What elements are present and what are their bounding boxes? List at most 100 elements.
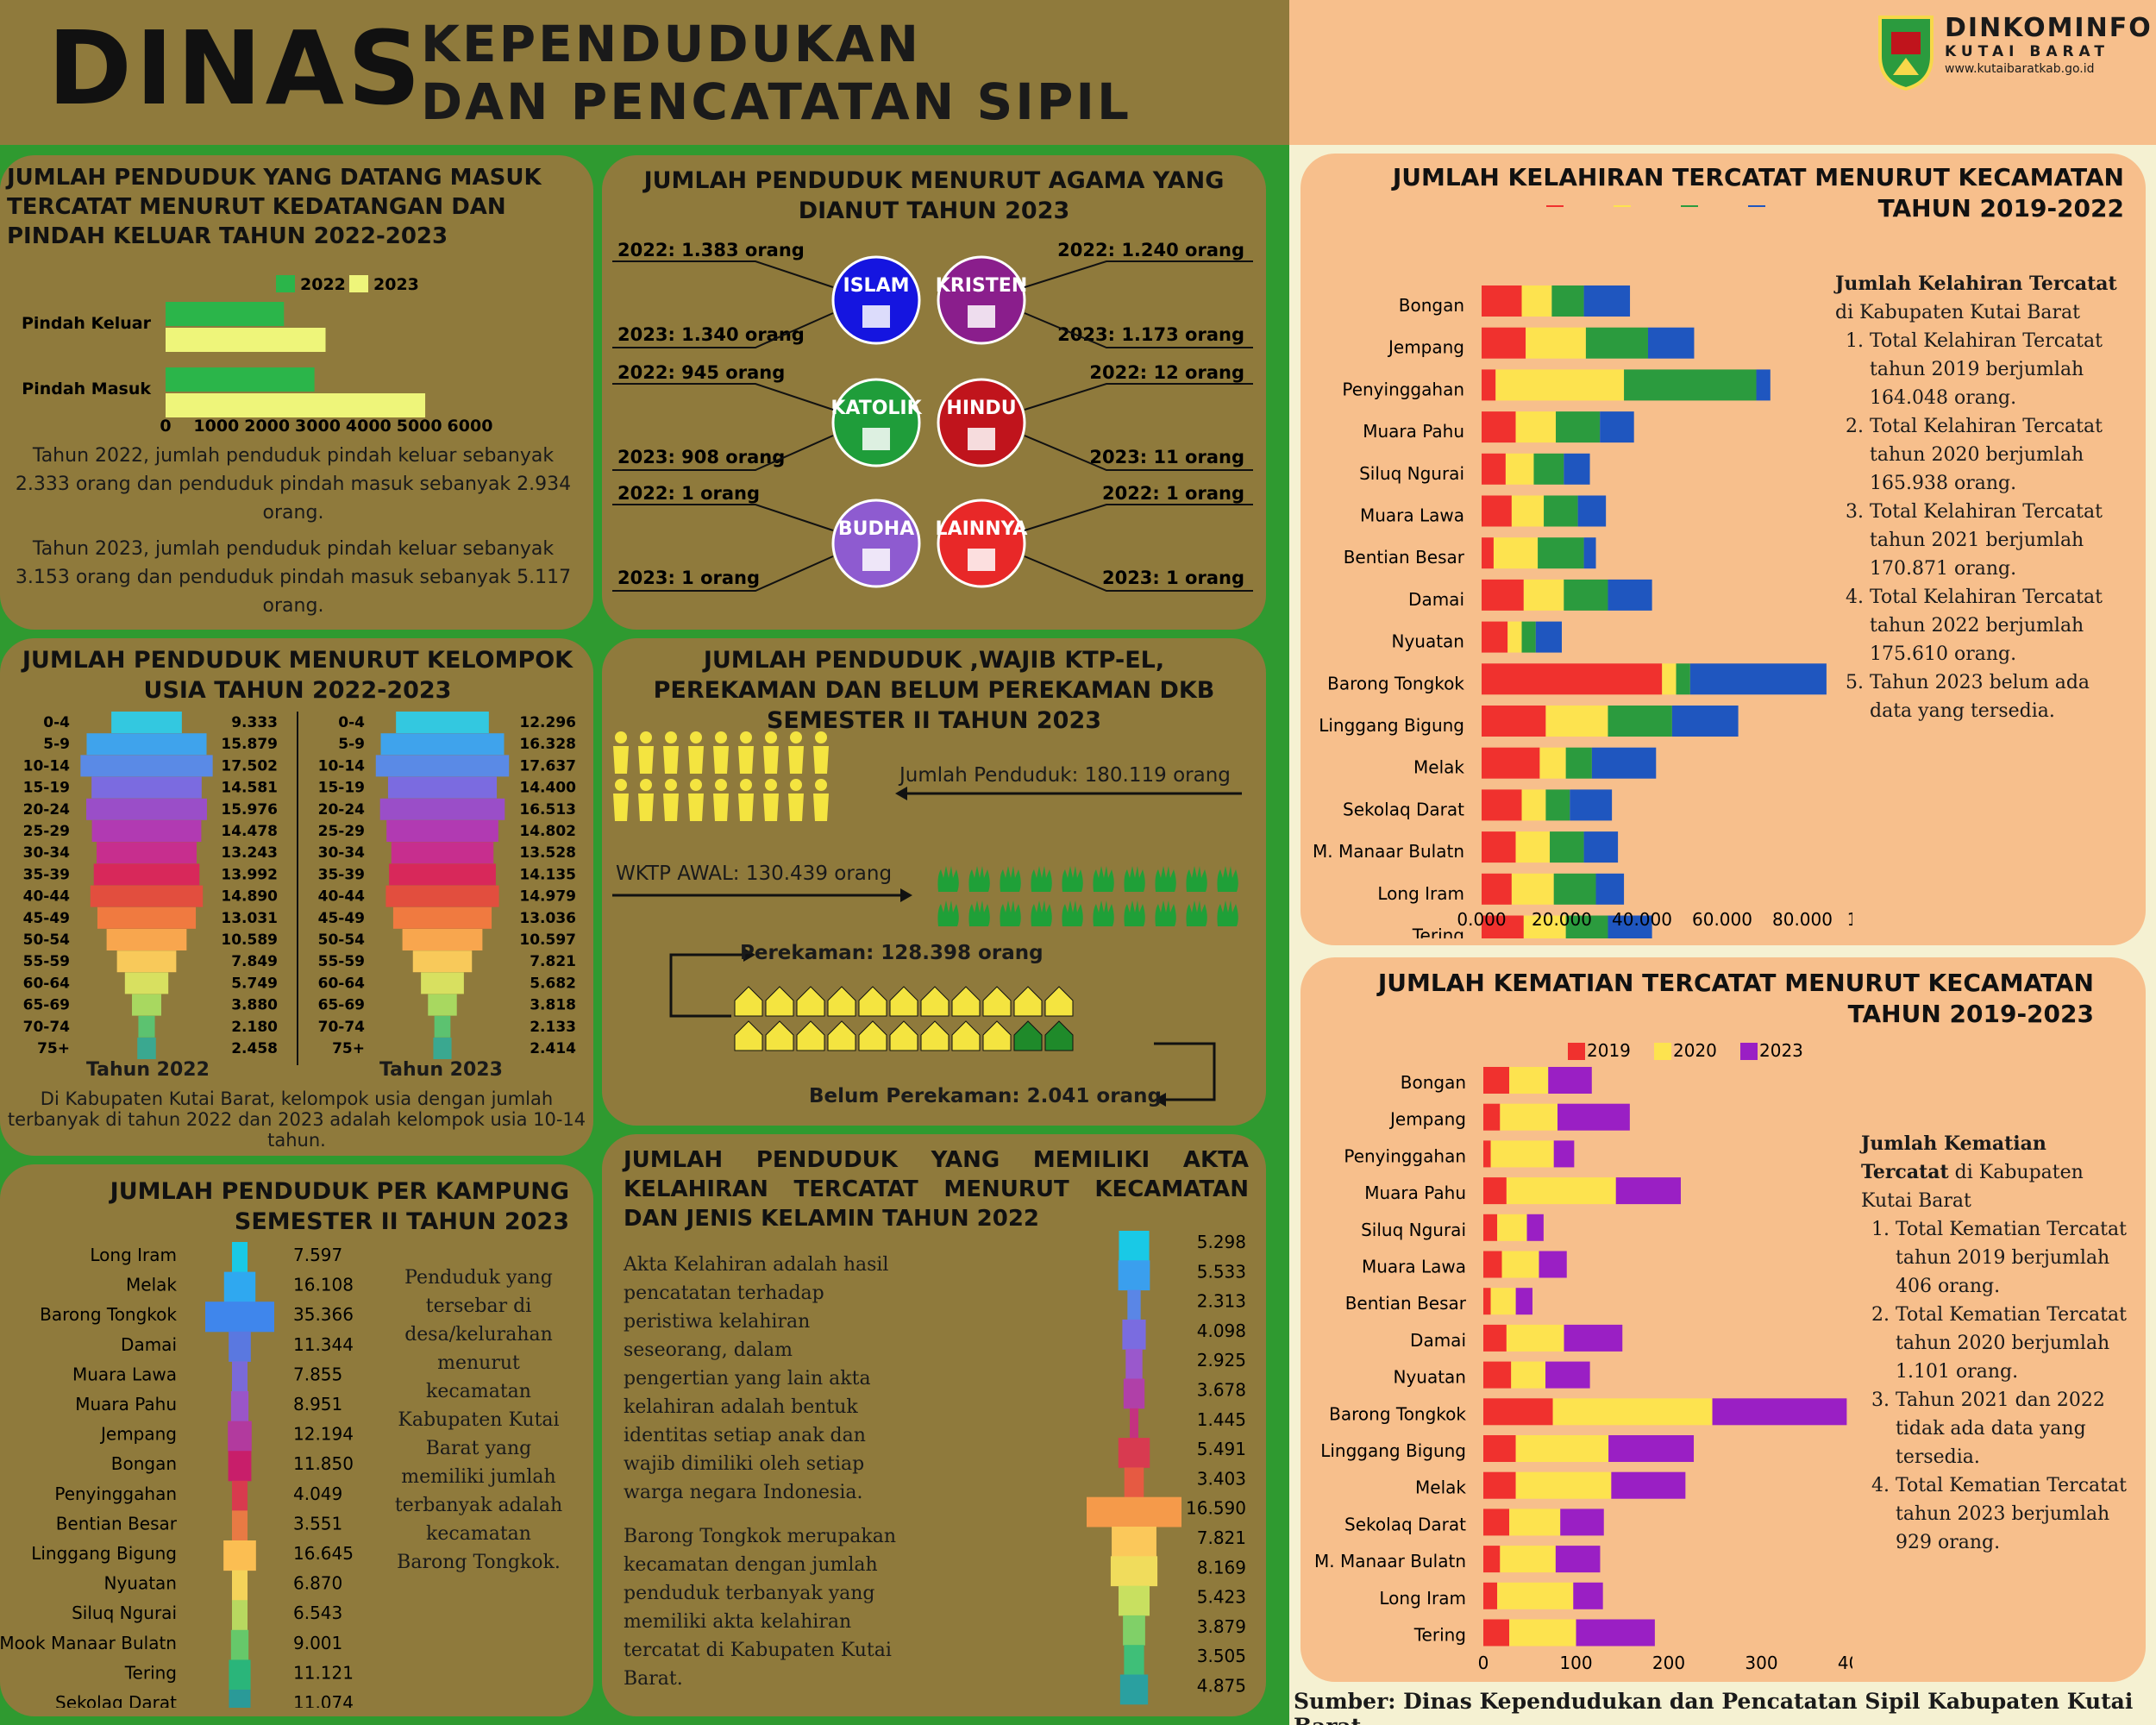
kampung-value-label: 11.074	[293, 1692, 354, 1708]
bar-segment	[1538, 537, 1584, 569]
migration-paragraph-2023: Tahun 2023, jumlah penduduk pindah kelua…	[15, 538, 572, 617]
religion-name: LAINNYA	[936, 518, 1028, 540]
bar-segment	[1497, 1582, 1574, 1609]
age-pyramids: 0-4 9.333 5-9 15.879 10-14 17.502 15-19 14.581 2…	[23, 712, 576, 1065]
bar-segment	[1608, 706, 1672, 737]
deaths-panel: JUMLAH KEMATIAN TERCATAT MENURUT KECAMAT…	[1300, 957, 2146, 1682]
legend-label: 2023	[373, 275, 419, 294]
age-value-label: 14.135	[519, 866, 576, 883]
bar	[166, 367, 315, 392]
age-value-label: 2.180	[231, 1019, 278, 1036]
bar-segment	[1497, 1214, 1527, 1241]
fingerprint-hand-icon	[1155, 900, 1176, 926]
age-label-2023: Tahun 2023	[379, 1059, 503, 1081]
person-icon	[663, 779, 679, 821]
category-label: Muara Lawa	[1362, 1257, 1466, 1277]
religion-name: BUDHA	[838, 518, 914, 540]
age-bar	[86, 798, 207, 820]
kampung-category-label: Tering	[124, 1662, 177, 1683]
religion-2022-label: 2022: 1.240 orang	[1057, 240, 1244, 260]
akta-value-label: 8.169	[1197, 1557, 1246, 1578]
age-value-label: 14.979	[519, 888, 576, 906]
kampung-value-label: 12.194	[293, 1424, 354, 1445]
bar-segment	[1482, 579, 1524, 611]
bar-segment	[1533, 453, 1564, 485]
migration-title: JUMLAH PENDUDUK YANG DATANG MASUK TERCAT…	[7, 165, 542, 249]
person-icon	[688, 731, 704, 774]
tick-label: 100	[1559, 1653, 1592, 1673]
age-category-label: 60-64	[23, 975, 71, 992]
religion-budha-icon	[831, 499, 921, 588]
kampung-value-label: 16.108	[293, 1275, 354, 1295]
legend-swatch	[1748, 205, 1765, 207]
age-bar	[391, 842, 494, 864]
akta-title: JUMLAH PENDUDUK YANG MEMILIKI AKTA KELAH…	[624, 1147, 1249, 1232]
kampung-category-label: Jempang	[99, 1424, 177, 1445]
religion-2022-label: 2022: 12 orang	[1089, 362, 1244, 383]
kampung-bar	[232, 1570, 248, 1601]
bar-segment	[1509, 1067, 1549, 1094]
age-bar	[386, 820, 498, 842]
age-category-label: 25-29	[23, 823, 70, 840]
legend-swatch	[276, 275, 295, 292]
age-category-label: 55-59	[23, 953, 70, 970]
legend-label: 2020	[1633, 205, 1677, 208]
bar	[166, 393, 426, 417]
category-label: Bentian Besar	[1345, 1293, 1467, 1314]
bar-segment	[1483, 1546, 1501, 1573]
age-bar	[97, 906, 197, 929]
category-label: Long Iram	[1379, 1588, 1466, 1609]
legend-swatch	[1546, 205, 1564, 207]
age-bar	[138, 1015, 155, 1038]
legend-label: 2021	[1700, 205, 1744, 208]
legend-swatch	[1681, 205, 1698, 207]
legend-swatch	[349, 275, 368, 292]
fingerprint-hand-icon	[1062, 866, 1083, 892]
kampung-bar	[223, 1540, 256, 1571]
religion-2023-label: 2023: 1.340 orang	[617, 324, 805, 345]
category-label: Sekolaq Darat	[1344, 1514, 1466, 1534]
bar-segment	[1511, 873, 1554, 905]
category-label: Nyuatan	[1391, 631, 1464, 652]
bar-segment	[1523, 915, 1566, 938]
age-category-label: 10-14	[23, 757, 71, 775]
kampung-category-label: Long Iram	[90, 1245, 177, 1265]
kampung-category-label: Siluq Ngurai	[72, 1603, 177, 1623]
migration-panel: JUMLAH PENDUDUK YANG DATANG MASUK TERCAT…	[0, 155, 593, 630]
bar-segment	[1671, 706, 1739, 737]
header-right-band	[1289, 0, 2156, 145]
akta-value-label: 3.879	[1197, 1616, 1246, 1637]
age-bar	[375, 755, 510, 777]
religion-name: ISLAM	[843, 275, 910, 297]
category-label: Melak	[1415, 1477, 1466, 1498]
age-value-label: 16.513	[519, 801, 576, 819]
deaths-note-title: Jumlah Kematian Tercatat	[1861, 1132, 2046, 1183]
bar-segment	[1483, 1619, 1510, 1647]
bar-segment	[1511, 495, 1545, 527]
bar-segment	[1482, 369, 1496, 401]
bar-segment	[1482, 663, 1663, 695]
bar-segment	[1564, 1324, 1623, 1352]
births-panel: JUMLAH KELAHIRAN TERCATAT MENURUT KECAMA…	[1300, 154, 2146, 945]
person-icon	[738, 731, 754, 774]
house-icon	[827, 986, 856, 1017]
fingerprint-hand-icon	[1186, 866, 1207, 892]
house-icon	[889, 1020, 918, 1051]
bar-segment	[1550, 831, 1584, 863]
age-category-label: 65-69	[318, 997, 365, 1014]
category-label: Muara Lawa	[1360, 505, 1464, 526]
age-bar	[132, 994, 161, 1016]
bar-segment	[1576, 1619, 1655, 1647]
births-chart: 2019 2020 2021 2022 Bongan Jempang Penyinggaha…	[1313, 205, 1852, 938]
age-bar	[91, 820, 202, 842]
age-value-label: 13.243	[221, 844, 278, 862]
bar-segment	[1495, 369, 1625, 401]
age-value-label: 9.333	[231, 714, 278, 731]
category-label: Tering	[1413, 1625, 1466, 1646]
kampung-value-label: 9.001	[293, 1633, 342, 1653]
religion-2023-label: 2023: 1.173 orang	[1057, 324, 1244, 345]
akta-bar	[1087, 1496, 1181, 1527]
connector	[612, 260, 834, 288]
connector	[1024, 555, 1253, 592]
kampung-bar	[229, 1690, 251, 1708]
